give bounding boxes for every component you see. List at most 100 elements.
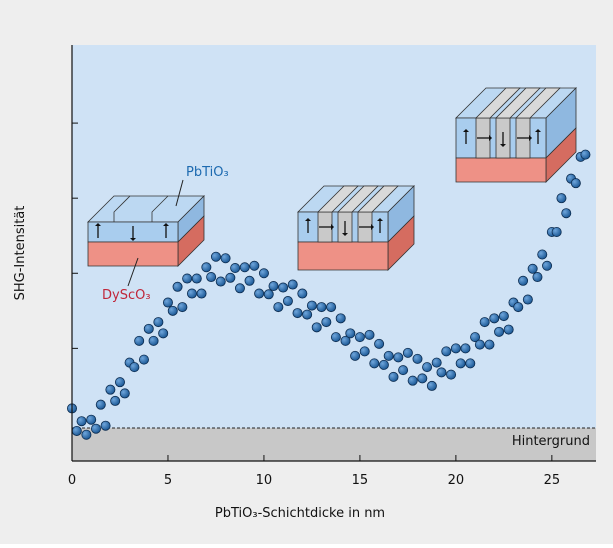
data-point xyxy=(100,420,111,431)
data-point xyxy=(335,313,346,324)
inset-face xyxy=(297,241,389,271)
data-point xyxy=(417,373,428,384)
arrow-head xyxy=(535,129,541,132)
arrow-head xyxy=(463,129,469,132)
data-point xyxy=(431,357,442,368)
data-point xyxy=(196,288,207,299)
arrow-head xyxy=(130,238,136,241)
pointer xyxy=(127,257,139,287)
data-point xyxy=(479,317,490,328)
data-point xyxy=(561,208,572,219)
data-point xyxy=(532,272,543,283)
data-point xyxy=(210,251,221,262)
data-point xyxy=(86,414,97,425)
data-point xyxy=(450,343,461,354)
inset-face xyxy=(515,87,561,119)
data-point xyxy=(134,335,145,346)
pointer xyxy=(175,179,184,207)
inset-face xyxy=(87,241,179,267)
data-point xyxy=(398,365,409,376)
dysco3-label: DyScO₃ xyxy=(102,288,151,303)
x-tick-label: 0 xyxy=(68,473,76,488)
data-point xyxy=(110,395,121,406)
data-point xyxy=(220,253,231,264)
data-point xyxy=(268,281,279,292)
data-point xyxy=(354,332,365,343)
data-point xyxy=(273,302,284,313)
data-point xyxy=(81,429,92,440)
arrow-head xyxy=(529,135,532,141)
data-point xyxy=(167,305,178,316)
data-point xyxy=(153,317,164,328)
data-point xyxy=(114,377,125,388)
data-point xyxy=(158,328,169,339)
data-point xyxy=(378,359,389,370)
data-point xyxy=(105,384,116,395)
inset-face xyxy=(337,185,379,213)
data-point xyxy=(172,281,183,292)
data-point xyxy=(580,149,591,160)
data-point xyxy=(244,275,255,286)
data-point xyxy=(302,309,313,320)
data-point xyxy=(234,283,245,294)
inset-face xyxy=(317,185,359,213)
data-point xyxy=(201,262,212,273)
data-point xyxy=(263,289,274,300)
data-point xyxy=(182,273,193,284)
data-point xyxy=(393,352,404,363)
data-point xyxy=(254,288,265,299)
data-point xyxy=(76,416,87,427)
data-point xyxy=(258,268,269,279)
data-point xyxy=(422,362,433,373)
data-point xyxy=(364,329,375,340)
data-point xyxy=(518,275,529,286)
data-point xyxy=(359,346,370,357)
arrow-head xyxy=(371,224,374,230)
data-point xyxy=(206,272,217,283)
data-point xyxy=(292,308,303,319)
data-point xyxy=(537,249,548,260)
data-point xyxy=(402,347,413,358)
x-tick-label: 5 xyxy=(164,473,172,488)
insets xyxy=(87,87,577,271)
inset-face xyxy=(455,157,547,183)
data-point xyxy=(465,358,476,369)
data-point xyxy=(225,272,236,283)
data-point xyxy=(455,358,466,369)
data-point xyxy=(129,362,140,373)
data-point xyxy=(383,350,394,361)
data-point xyxy=(186,288,197,299)
data-point xyxy=(494,326,505,337)
x-tick-label: 15 xyxy=(352,473,369,488)
arrow-head xyxy=(342,233,348,236)
data-point xyxy=(551,226,562,237)
data-point xyxy=(287,279,298,290)
data-point xyxy=(556,193,567,204)
data-point xyxy=(498,311,509,322)
data-point xyxy=(143,323,154,334)
data-point xyxy=(297,288,308,299)
data-point xyxy=(239,262,250,273)
data-point xyxy=(95,399,106,410)
arrow-head xyxy=(377,218,383,221)
x-axis-label: PbTiO₃-Schichtdicke in nm xyxy=(215,506,385,521)
arrow-head xyxy=(489,135,492,141)
data-point xyxy=(522,294,533,305)
data-point xyxy=(446,369,457,380)
data-point xyxy=(542,260,553,271)
data-point xyxy=(340,335,351,346)
data-point xyxy=(321,317,332,328)
data-point xyxy=(345,328,356,339)
inset-face xyxy=(475,87,521,119)
data-point xyxy=(230,263,241,274)
data-point xyxy=(527,263,538,274)
data-point xyxy=(316,302,327,313)
data-point xyxy=(489,313,500,324)
inset-face xyxy=(495,87,541,119)
data-point xyxy=(474,339,485,350)
data-point xyxy=(215,276,226,287)
arrow-head xyxy=(305,218,311,221)
data-point xyxy=(119,388,130,399)
x-tick-label: 25 xyxy=(544,473,561,488)
arrow-head xyxy=(95,223,101,226)
